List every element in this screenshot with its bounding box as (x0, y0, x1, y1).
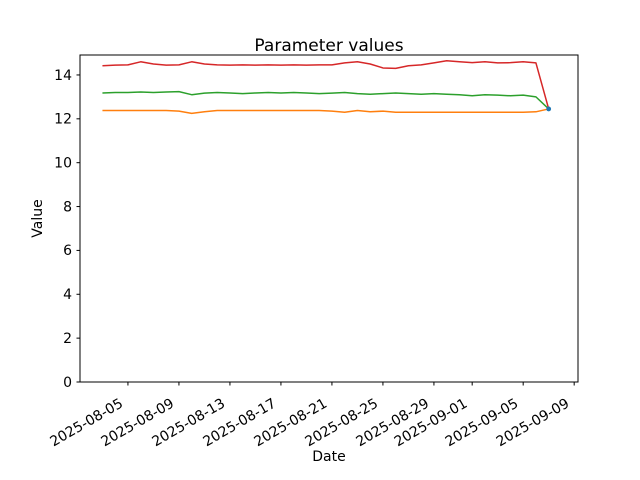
x-axis: 2025-08-052025-08-092025-08-132025-08-17… (47, 382, 575, 450)
y-axis-label: Value (30, 199, 46, 237)
y-tick-label: 2 (63, 331, 72, 347)
series-green-line (102, 90, 550, 110)
y-tick-label: 6 (63, 243, 72, 259)
series-orange-line (102, 108, 549, 115)
y-tick-label: 14 (54, 68, 72, 84)
series-lines (102, 59, 550, 115)
y-tick-label: 4 (63, 287, 72, 303)
y-tick-label: 10 (54, 155, 72, 171)
y-tick-label: 12 (54, 112, 72, 128)
series-red-line (102, 59, 550, 110)
y-tick-label: 8 (63, 199, 72, 215)
y-axis: 0 2 4 6 8 10 12 14 (54, 68, 80, 391)
end-point-marker (546, 106, 552, 112)
x-axis-label: Date (312, 449, 345, 465)
y-tick-label: 0 (63, 375, 72, 391)
chart-title: Parameter values (254, 36, 403, 56)
plot-border (79, 54, 579, 383)
